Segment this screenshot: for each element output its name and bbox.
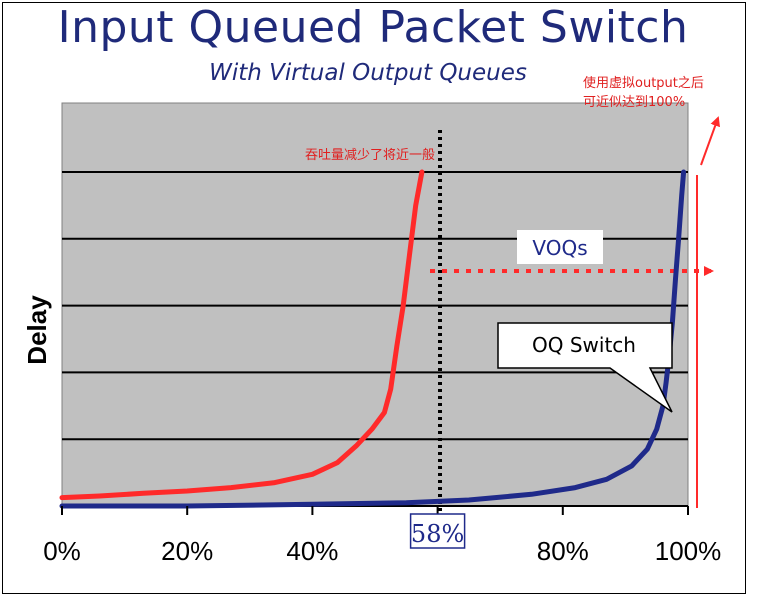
plot-area: [61, 102, 689, 507]
series-line-red: [59, 169, 425, 501]
threshold-label-box: [409, 513, 466, 549]
y-axis-label: Delay: [22, 295, 52, 365]
right-note-line1: 使用虚拟output之后: [583, 75, 704, 91]
gridlines: [62, 171, 688, 507]
slide-subtitle: With Virtual Output Queues: [209, 60, 527, 86]
throughput-note: 吞吐量减少了将近一般: [305, 147, 435, 163]
x-tick-label: 100%: [655, 536, 722, 566]
series-group: [59, 169, 687, 509]
voq-label-box: [517, 230, 603, 264]
x-tick-label: 58%: [411, 520, 464, 548]
slide-border: [2, 2, 746, 594]
slide-title: Input Queued Packet Switch: [57, 2, 689, 53]
x-axis-ticks: 0% 20% 40% 58% 80% 100%: [43, 506, 721, 566]
x-tick-label: 40%: [286, 536, 338, 566]
oq-callout: [497, 322, 673, 413]
voq-label: VOQs: [532, 236, 587, 260]
right-red-arrow: [700, 116, 720, 166]
oq-label: OQ Switch: [532, 333, 636, 357]
x-tick-label: 20%: [161, 536, 213, 566]
x-tick-label: 0%: [43, 536, 81, 566]
x-tick-label: 80%: [537, 536, 589, 566]
right-note-line2: 可近似达到100%: [583, 95, 685, 110]
series-line-blue: [59, 169, 687, 509]
